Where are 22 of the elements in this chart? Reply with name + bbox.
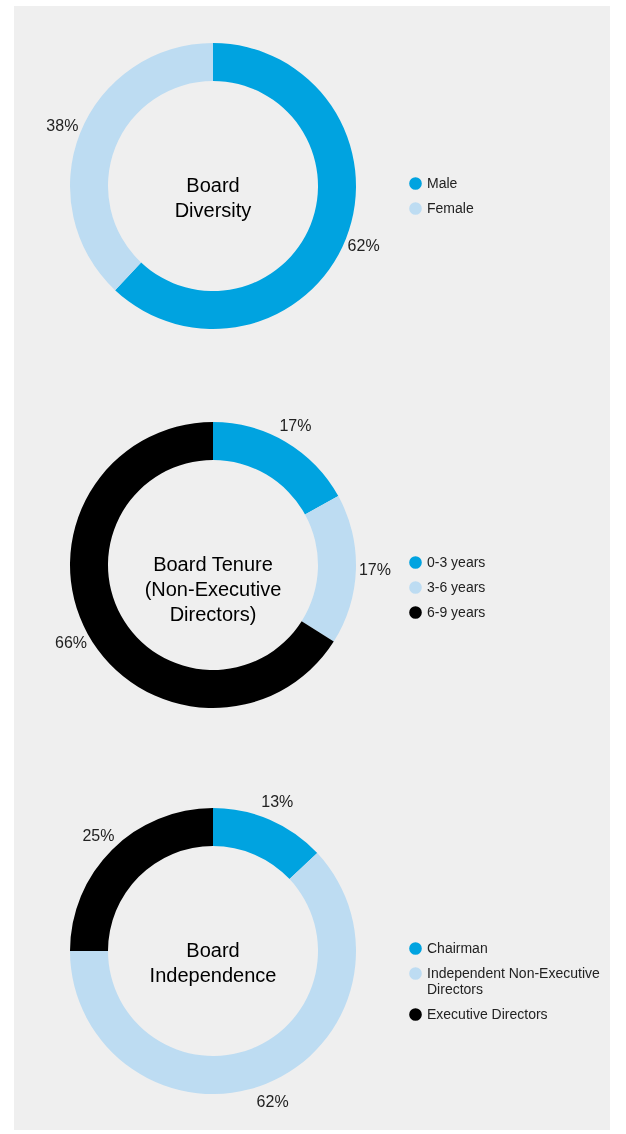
legend-label: Female [427, 199, 474, 216]
donut-slice [70, 853, 356, 1094]
text: Board Tenure (Non-Executive Directors) [144, 553, 282, 625]
data-label: 38% [46, 117, 79, 135]
donut-slice [213, 808, 318, 880]
data-label: 13% [261, 793, 294, 811]
legend-label: Chairman [427, 939, 488, 956]
legend-label: Male [427, 174, 458, 191]
legend-label: 6-9 years [427, 603, 486, 620]
legend-label: 3-6 years [427, 578, 486, 595]
data-label: 62% [347, 236, 380, 254]
legend-label: Executive Directors [427, 1005, 548, 1022]
data-label: 62% [256, 1092, 289, 1110]
data-label: 25% [82, 827, 115, 845]
donut-slice [301, 496, 356, 642]
legend-label: Independent Non-Executive Directors [427, 964, 600, 997]
data-label: 17% [358, 561, 391, 579]
text: Board Independence [149, 939, 277, 986]
legend-label: 0-3 years [427, 553, 486, 570]
text: Board Diversity [174, 174, 252, 221]
data-label: 17% [279, 416, 312, 434]
data-label: 66% [55, 634, 88, 652]
